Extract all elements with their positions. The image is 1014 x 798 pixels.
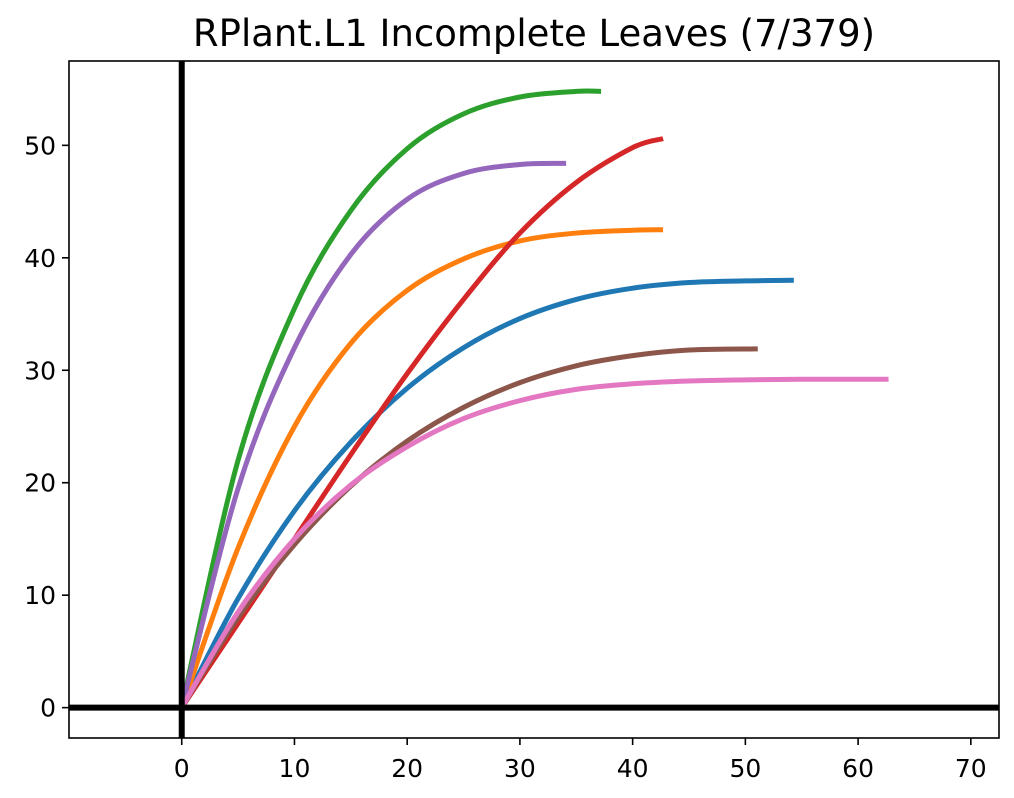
y-tick-label: 10 xyxy=(24,581,56,610)
series-line-1 xyxy=(179,277,794,709)
series-line-3 xyxy=(179,88,602,709)
x-tick-label: 40 xyxy=(617,754,649,783)
x-tick-label: 20 xyxy=(391,754,423,783)
series-line-5 xyxy=(179,160,567,709)
series-line-6 xyxy=(179,346,758,709)
y-tick-label: 50 xyxy=(24,131,56,160)
series-line-7 xyxy=(179,376,889,709)
x-tick-label: 60 xyxy=(842,754,874,783)
y-tick-label: 30 xyxy=(24,356,56,385)
y-tick-label: 20 xyxy=(24,469,56,498)
x-tick-label: 70 xyxy=(955,754,987,783)
series-line-2 xyxy=(179,227,664,709)
plot-frame xyxy=(68,60,1000,739)
x-tick-label: 10 xyxy=(279,754,311,783)
x-tick-label: 50 xyxy=(729,754,761,783)
y-tick-label: 40 xyxy=(24,244,56,273)
x-tick-label: 0 xyxy=(174,754,190,783)
series-line-4 xyxy=(179,136,664,710)
chart-title: RPlant.L1 Incomplete Leaves (7/379) xyxy=(193,12,875,55)
y-tick-label: 0 xyxy=(40,694,56,723)
x-tick-label: 30 xyxy=(504,754,536,783)
axis-ticks: 0 10 20 30 40 50 60 70 0 10 20 30 40 50 xyxy=(24,131,987,783)
